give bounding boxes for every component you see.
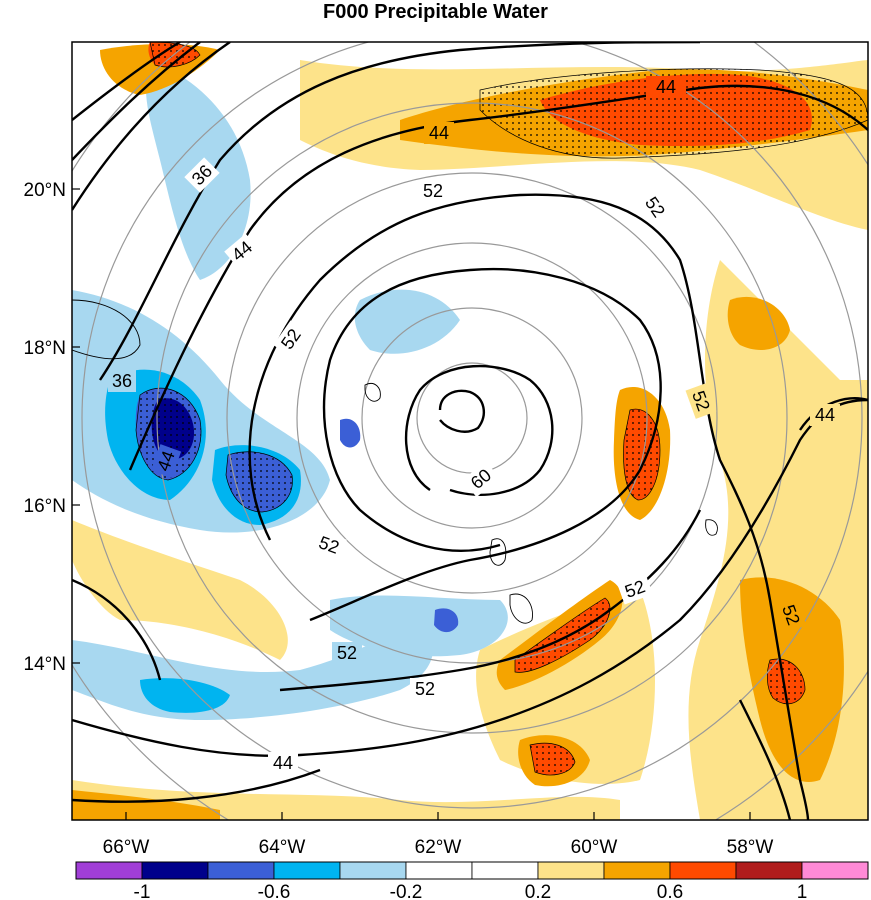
- yellow-band-southeast: [476, 590, 655, 784]
- colorbar-label: 1: [797, 882, 808, 900]
- contour-label: 44: [656, 77, 676, 97]
- longitude-label: 66°W: [103, 837, 150, 858]
- longitude-label: 64°W: [259, 837, 306, 858]
- colorbar-swatch: [669, 861, 737, 880]
- contour-label: 52: [337, 643, 357, 663]
- contour-line: [738, 699, 792, 820]
- thin-contour: [72, 299, 141, 360]
- contour-line: [72, 578, 162, 681]
- range-ring: [361, 307, 583, 529]
- contour-line: [404, 364, 554, 496]
- contour-label: 44: [429, 123, 449, 143]
- contour-label: 44: [815, 405, 835, 425]
- longitude-label: 58°W: [727, 837, 774, 858]
- contour-line: [128, 84, 868, 471]
- colorbar-swatch: [801, 861, 869, 880]
- colorbar-swatches: [75, 861, 869, 880]
- map-title: F000 Precipitable Water: [323, 1, 548, 23]
- range-ring: [81, 42, 863, 809]
- contour-label: 52: [415, 679, 435, 699]
- contour-line: [72, 42, 201, 161]
- contour-line: [99, 42, 701, 381]
- stipple-northwest: [149, 42, 201, 68]
- colorbar-label: 0.2: [525, 882, 551, 900]
- contour-labels: 44 36 44 52 52 60 52 52 52 44 36 44 52 5…: [108, 76, 840, 774]
- blue-band-inner: [354, 289, 460, 354]
- colorbar-frame: [75, 861, 869, 880]
- contour-line: [72, 398, 868, 757]
- stipple-north: [479, 68, 868, 159]
- stipple-east: [623, 408, 661, 501]
- latitude-axis: 20°N 18°N 16°N 14°N: [24, 180, 80, 675]
- contour-line: [72, 42, 231, 211]
- orange-blob-northeast: [727, 296, 790, 350]
- contour-line: [438, 389, 486, 433]
- colorbar-label: -0.6: [258, 882, 291, 900]
- thin-contour: [705, 519, 718, 536]
- range-ring: [226, 172, 718, 664]
- contour-line: [309, 267, 662, 622]
- colorbar-label: 0.6: [657, 882, 683, 900]
- contour-label: 44: [273, 753, 293, 773]
- colorbar-swatch: [339, 861, 407, 880]
- blue-band-middle: [330, 595, 508, 657]
- colorbar-label: -1: [134, 882, 151, 900]
- contour-line: [279, 509, 702, 692]
- colorbar-label: -0.2: [390, 882, 423, 900]
- latitude-label: 16°N: [24, 496, 66, 517]
- colorbar-swatch: [471, 861, 539, 880]
- colorbar-swatch: [207, 861, 275, 880]
- stipple-center-west: [225, 451, 293, 513]
- stipple-south: [529, 742, 576, 776]
- latitude-label: 18°N: [24, 338, 66, 359]
- orange-band-south: [72, 790, 220, 820]
- colorbar-swatch: [75, 861, 143, 880]
- latitude-label: 20°N: [24, 180, 66, 201]
- contour-label: 36: [112, 371, 132, 391]
- thin-contour: [364, 383, 381, 402]
- colorbar-swatch: [273, 861, 341, 880]
- thin-contour: [509, 593, 533, 624]
- range-ring: [296, 242, 648, 594]
- thin-contour: [489, 538, 507, 566]
- colorbar-swatch: [603, 861, 671, 880]
- range-ring: [156, 102, 788, 734]
- blue-core-inner: [340, 418, 361, 448]
- colorbar: -1 -0.6 -0.2 0.2 0.6 1: [75, 861, 869, 900]
- thin-contours: [72, 299, 718, 624]
- pw-contours: [72, 42, 868, 820]
- contour-line: [248, 193, 810, 820]
- stipple-east-coast: [766, 658, 806, 705]
- stipple-west: [135, 387, 202, 481]
- latitude-label: 14°N: [24, 654, 66, 675]
- contour-line: [72, 42, 181, 121]
- map-frame: [71, 41, 869, 821]
- longitude-axis: 66°W 64°W 62°W 60°W 58°W: [103, 812, 774, 858]
- blue-core-south: [434, 608, 459, 633]
- colorbar-swatch: [141, 861, 209, 880]
- contour-line: [72, 768, 321, 803]
- colorbar-swatch: [405, 861, 473, 880]
- longitude-label: 60°W: [571, 837, 618, 858]
- contour-label: 52: [423, 181, 443, 201]
- colorbar-swatch: [537, 861, 605, 880]
- longitude-label: 62°W: [415, 837, 462, 858]
- colorbar-swatch: [735, 861, 803, 880]
- contour-line: [799, 397, 868, 431]
